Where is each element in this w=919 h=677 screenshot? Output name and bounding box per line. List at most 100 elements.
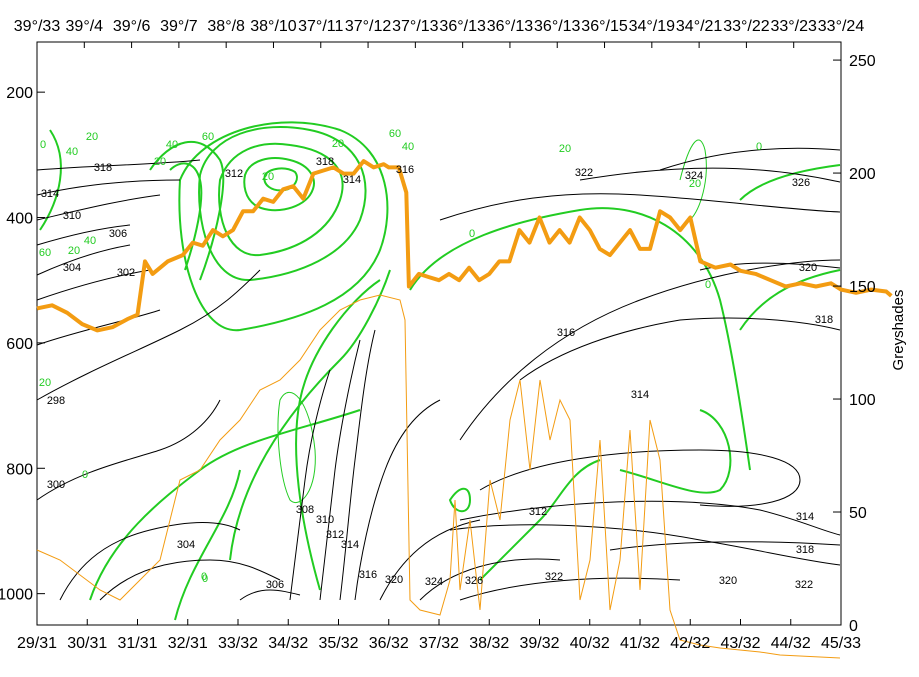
green-contour-label: 20 [262,171,274,183]
left-tick-label: 400 [6,211,33,228]
right-axis: 0 50 100 150 200 250 [833,53,876,635]
isotherm-label: 324 [685,170,703,182]
isotherm-label: 312 [326,529,344,541]
isotherm [319,339,361,601]
isotherm [36,269,151,301]
green-contour-label: 60 [39,247,51,259]
green-contour-label: 20 [68,245,80,257]
isotherm [36,194,161,221]
isotherm-label: 322 [575,167,593,179]
top-tick-label: 36°/15 [581,18,628,35]
bottom-tick-label: 40/32 [570,635,610,652]
isotherm-label: 304 [63,262,81,274]
bottom-tick-label: 38/32 [469,635,509,652]
isotherm [289,369,331,601]
bottom-tick-label: 29/31 [17,635,57,652]
isotherms [36,147,841,601]
green-contour-label: 20 [154,156,166,168]
top-tick-label: 36°/13 [534,18,581,35]
top-tick-label: 33°/23 [770,18,817,35]
bottom-tick-label: 33/32 [218,635,258,652]
isotherm-label: 314 [341,539,359,551]
isotherm [659,147,841,171]
right-tick-label: 100 [849,392,876,409]
isotherm [439,193,841,221]
green-contour [174,469,241,621]
isotherm [36,269,261,401]
isotherm [419,558,561,601]
isotherm-label: 326 [465,575,483,587]
left-tick-label: 600 [6,336,33,353]
top-tick-label: 37°/12 [345,18,392,35]
isotherm [354,399,441,601]
top-tick-label: 37°/13 [392,18,439,35]
isotherm-label: 326 [792,177,810,189]
top-tick-label: 33°/24 [818,18,865,35]
bottom-tick-label: 43/32 [720,635,760,652]
bottom-tick-label: 37/32 [419,635,459,652]
green-contour-label: 40 [402,141,414,153]
green-contour-label: 0 [705,279,711,291]
isotherm-label: 310 [316,514,334,526]
orange-thick-series [36,159,893,333]
left-axis: 200 400 600 800 1000 [0,85,45,604]
bottom-tick-label: 42/32 [670,635,710,652]
isotherm [579,167,841,183]
green-contour-label: 0 [469,228,475,240]
isotherm-label: 320 [719,575,737,587]
top-tick-label: 36°/13 [487,18,534,35]
isotherm-label: 302 [117,267,135,279]
orange-thin-series [36,294,841,659]
left-tick-label: 1000 [0,587,33,604]
isotherm [449,524,841,566]
right-axis-label: Greyshades [890,290,907,371]
green-contour [218,142,344,257]
green-contour-label: 0 [201,571,207,583]
left-tick-label: 800 [6,461,33,478]
isotherm [99,559,281,601]
green-contour [739,164,841,201]
isotherm [379,519,481,601]
isotherm [609,541,841,551]
green-contour-label: 40 [166,139,178,151]
plot-frame [36,41,842,626]
right-tick-label: 250 [849,53,876,70]
top-axis: 39°/33 39°/4 39°/6 39°/7 38°/8 38°/10 37°/11 37… [14,18,865,48]
bottom-axis: 29/31 30/31 31/31 32/31 33/32 34/32 35/32 36/32… [17,619,861,652]
green-contour-label: 40 [84,235,96,247]
green-contour [619,409,732,494]
isotherm [459,577,681,601]
green-contour [39,129,62,231]
isotherm [479,449,801,507]
isotherm [36,159,201,171]
right-tick-label: 150 [849,279,876,296]
thin-green-contour [277,391,316,503]
isotherm-label: 318 [316,156,334,168]
isotherm-label: 318 [94,162,112,174]
isotherm-label: 318 [815,314,833,326]
bottom-tick-label: 39/32 [519,635,559,652]
green-contour [198,126,367,282]
bottom-tick-label: 35/32 [318,635,358,652]
top-tick-label: 36°/13 [439,18,486,35]
green-contour-label: 40 [66,146,78,158]
isotherm-label: 322 [545,571,563,583]
isotherm-label: 316 [359,569,377,581]
orange-thick-group [36,159,893,333]
isotherm [459,500,841,536]
top-tick-label: 39°/4 [66,18,104,35]
isotherm-label: 300 [47,479,65,491]
green-contour [243,157,315,212]
top-tick-label: 38°/8 [207,18,245,35]
right-tick-label: 200 [849,166,876,183]
bottom-tick-label: 31/31 [117,635,157,652]
green-contour-label: 60 [389,128,401,140]
left-tick-label: 200 [6,85,33,102]
isotherm-label: 320 [799,262,817,274]
isotherm [36,399,221,501]
isotherm-label: 314 [631,389,649,401]
bottom-tick-label: 32/31 [168,635,208,652]
